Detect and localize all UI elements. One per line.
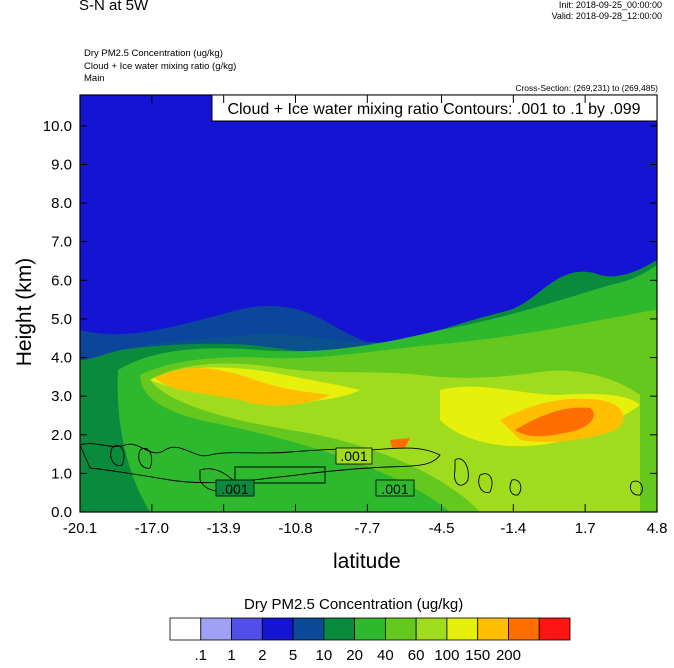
colorbar-level-label: 20 (346, 647, 363, 664)
band-spot-orange (390, 438, 410, 448)
y-tick-label: 4.0 (51, 350, 72, 367)
y-tick-label: 10.0 (43, 118, 72, 135)
colorbar-swatch (384, 617, 417, 641)
band-dark-blue (80, 305, 380, 360)
colorbar: .1 1 2 5 10 20 40 60 100 150 200 (169, 617, 571, 664)
colorbar-level-label: 200 (496, 647, 521, 664)
colorbar-swatch (292, 617, 325, 641)
x-axis-label: latitude (333, 550, 401, 573)
valid-time: Valid: 2018-09-28_12:00:00 (551, 11, 662, 21)
contour-label-group: .001 .001 .001 (215, 447, 415, 497)
colorbar-level-label: 60 (408, 647, 425, 664)
x-tick-label: -1.4 (500, 520, 526, 537)
init-time: Init: 2018-09-25_00:00:00 (558, 0, 662, 10)
field-label-cloud: Cloud + Ice water mixing ratio (g/kg) (84, 61, 237, 72)
heatmap-field: .001 .001 .001 (80, 95, 657, 512)
colorbar-level-label: 150 (465, 647, 490, 664)
x-tick-label: -20.1 (63, 520, 97, 537)
colorbar-level-label: 100 (434, 647, 459, 664)
band-orange (155, 368, 624, 442)
x-tick-label: 4.8 (647, 520, 668, 537)
colorbar-title: Dry PM2.5 Concentration (ug/kg) (244, 596, 464, 613)
colorbar-swatch (415, 617, 448, 641)
contour-title: Cloud + Ice water mixing ratio Contours:… (227, 101, 640, 118)
colorbar-swatch (477, 617, 509, 641)
colorbar-swatch (323, 617, 356, 641)
field-label-pm25: Dry PM2.5 Concentration (ug/kg) (84, 48, 223, 59)
colorbar-level-label: .1 (195, 647, 208, 664)
contour-label-3: .001 (381, 481, 408, 497)
colorbar-level-label: 40 (377, 647, 394, 664)
band-blue-high (80, 95, 657, 360)
x-tick-label: -10.8 (278, 520, 312, 537)
colorbar-swatch (508, 617, 540, 641)
y-tick-label: 2.0 (51, 427, 72, 444)
y-tick-label: 5.0 (51, 311, 72, 328)
colorbar-level-label: 5 (289, 647, 297, 664)
x-tick-label: -4.5 (429, 520, 455, 537)
colorbar-swatch (354, 617, 386, 641)
plot-main-title: S-N at 5W (79, 0, 149, 14)
y-tick-label: 1.0 (51, 465, 72, 482)
y-tick-label: 8.0 (51, 195, 72, 212)
y-tick-label: 7.0 (51, 234, 72, 251)
colorbar-swatch (261, 617, 294, 641)
colorbar-level-label: 1 (227, 647, 235, 664)
y-axis-label: Height (km) (13, 257, 36, 367)
colorbar-swatch (200, 617, 232, 641)
colorbar-level-label: 10 (316, 647, 333, 664)
colorbar-swatch (538, 617, 571, 641)
colorbar-swatch (169, 617, 202, 641)
x-tick-label: -17.0 (135, 520, 169, 537)
y-tick-label: 0.0 (51, 504, 72, 521)
cross-section-label: Cross-Section: (269,231) to (269,485) (515, 83, 658, 93)
y-tick-label: 3.0 (51, 388, 72, 405)
x-tick-label: -7.7 (354, 520, 380, 537)
x-axis: -20.1 -17.0 -13.9 -10.8 -7.7 -4.5 -1.4 1.7 4.8 (63, 95, 668, 537)
contour-label-1: .001 (340, 448, 367, 464)
colorbar-swatch (446, 617, 479, 641)
x-tick-label: -13.9 (207, 520, 241, 537)
contour-title-box: Cloud + Ice water mixing ratio Contours:… (211, 94, 658, 122)
colorbar-swatch (231, 617, 263, 641)
y-axis: 0.0 1.0 2.0 3.0 4.0 5.0 6.0 7.0 8.0 9.0 10.0 (43, 118, 657, 521)
y-tick-label: 6.0 (51, 272, 72, 289)
colorbar-level-label: 2 (258, 647, 266, 664)
field-label-domain: Main (84, 73, 105, 84)
contour-label-2: .001 (221, 481, 248, 497)
x-tick-label: 1.7 (575, 520, 596, 537)
y-tick-label: 9.0 (51, 157, 72, 174)
band-dark-orange (515, 407, 594, 437)
